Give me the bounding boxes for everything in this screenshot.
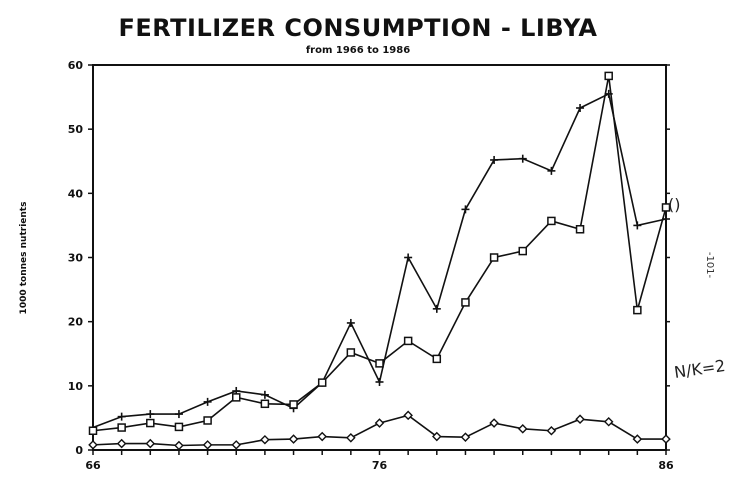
diamond-marker: [145, 438, 156, 449]
square-marker: [346, 348, 356, 357]
x-tick-label: 86: [658, 459, 674, 472]
square-marker: [575, 225, 585, 234]
plus-marker: [174, 410, 183, 419]
plus-marker: [547, 166, 556, 175]
diamond-marker: [517, 424, 528, 434]
diamond-marker: [116, 438, 127, 449]
series-diamond: [88, 410, 671, 451]
diamond-marker: [546, 425, 557, 436]
square-marker: [260, 399, 270, 409]
series-square: [88, 71, 671, 435]
plus-marker: [146, 410, 155, 419]
plus-marker: [260, 390, 269, 399]
diamond-marker: [288, 434, 299, 444]
diamond-marker: [632, 434, 643, 444]
square-marker: [518, 246, 527, 256]
y-tick-label: 40: [68, 187, 84, 200]
y-tick-label: 60: [68, 59, 84, 72]
plus-marker: [375, 377, 384, 386]
y-axis-label: 1000 tonnes nutrients: [19, 202, 29, 315]
chart-subtitle: from 1966 to 1986: [306, 45, 410, 56]
plus-marker: [346, 318, 355, 327]
handwritten-note: N/K=2: [673, 356, 727, 382]
plus-marker: [490, 155, 499, 164]
plus-marker: [404, 253, 413, 262]
square-marker: [317, 378, 327, 387]
square-marker: [461, 298, 470, 307]
square-marker: [117, 423, 126, 432]
chart-title: FERTILIZER CONSUMPTION - LIBYA: [118, 14, 597, 42]
square-marker: [88, 426, 98, 435]
diamond-marker: [374, 418, 385, 428]
series-layer: [88, 71, 671, 451]
diamond-marker: [661, 434, 671, 444]
series-line-plus: [92, 92, 667, 429]
x-tick-label: 76: [372, 459, 388, 472]
y-tick-label: 50: [68, 123, 84, 136]
square-marker: [633, 305, 642, 315]
diamond-marker: [489, 418, 499, 428]
diamond-marker: [575, 414, 585, 424]
diamond-marker: [460, 432, 471, 442]
square-marker: [203, 416, 212, 425]
square-marker: [661, 203, 671, 212]
square-marker: [174, 422, 184, 432]
plus-marker: [518, 154, 527, 163]
plus-marker: [117, 412, 126, 421]
plus-marker: [633, 221, 642, 230]
diamond-marker: [432, 431, 442, 442]
y-axis: 0 10 20 30 40 50 60: [68, 59, 670, 457]
plus-marker: [576, 103, 585, 112]
y-tick-label: 10: [68, 380, 84, 393]
square-marker: [432, 354, 442, 364]
diamond-marker: [317, 431, 327, 442]
square-marker: [604, 71, 613, 81]
diamond-marker: [202, 440, 213, 450]
y-tick-label: 20: [68, 316, 84, 329]
x-tick-label: 66: [85, 459, 101, 472]
square-marker: [403, 336, 413, 346]
diamond-marker: [88, 440, 98, 450]
x-axis: 66 76 86: [85, 450, 674, 472]
plot-frame: [92, 64, 667, 451]
diamond-marker: [603, 416, 614, 427]
diamond-marker: [174, 440, 184, 451]
page-number: -101-: [704, 252, 715, 279]
diamond-marker: [403, 410, 413, 421]
series-line-square: [92, 75, 667, 432]
plus-marker: [203, 397, 212, 406]
circle-annotation: (): [668, 195, 680, 214]
square-marker: [375, 359, 384, 368]
square-marker: [146, 418, 155, 428]
square-marker: [547, 216, 556, 226]
diamond-marker: [231, 440, 242, 450]
square-marker: [489, 253, 499, 262]
y-tick-label: 0: [75, 444, 83, 457]
plus-marker: [461, 205, 470, 214]
series-plus: [89, 89, 670, 432]
diamond-marker: [260, 434, 270, 445]
y-tick-label: 30: [68, 252, 84, 265]
square-marker: [289, 400, 298, 409]
plus-marker: [432, 304, 441, 313]
square-marker: [232, 393, 241, 402]
diamond-marker: [346, 433, 356, 443]
